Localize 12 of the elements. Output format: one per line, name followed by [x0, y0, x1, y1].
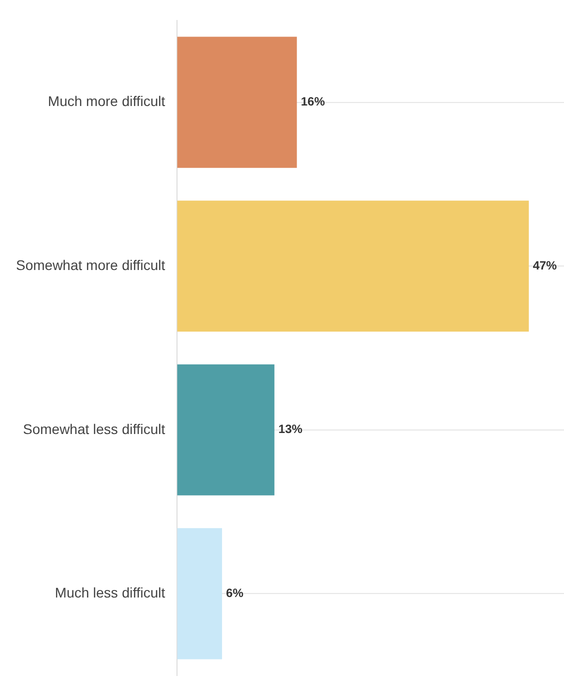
- bar: [177, 200, 529, 332]
- data-label: 47%: [532, 258, 558, 272]
- data-label: 16%: [300, 94, 326, 109]
- y-tick-label: Much less difficult: [54, 584, 166, 601]
- bar: [177, 364, 274, 496]
- bar: [177, 36, 297, 168]
- y-tick-label: Much more difficult: [48, 93, 166, 110]
- y-tick-label: Somewhat more difficult: [16, 256, 166, 273]
- data-label: 6%: [226, 586, 244, 600]
- bar: [177, 528, 222, 660]
- data-label: 13%: [278, 422, 303, 436]
- y-tick-label: Somewhat less difficult: [23, 420, 166, 437]
